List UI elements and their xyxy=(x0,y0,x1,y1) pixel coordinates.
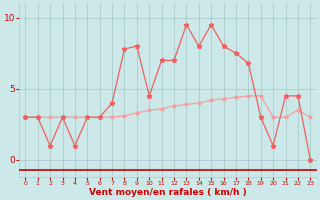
X-axis label: Vent moyen/en rafales ( km/h ): Vent moyen/en rafales ( km/h ) xyxy=(89,188,247,197)
